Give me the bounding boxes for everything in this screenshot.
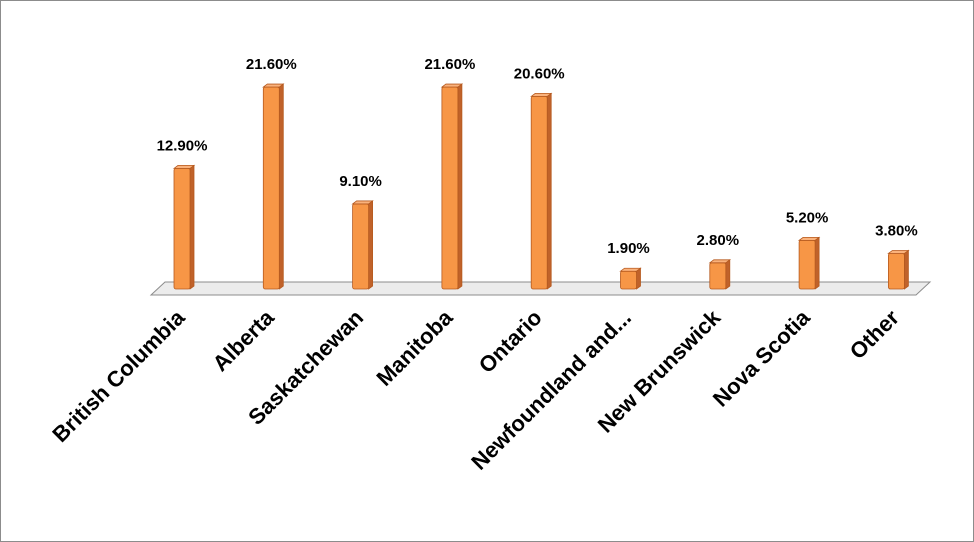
bar-top-face bbox=[172, 164, 196, 169]
bar-3 bbox=[351, 200, 374, 290]
bar-top-face bbox=[262, 83, 285, 88]
bar-top-face bbox=[440, 83, 464, 88]
data-labels-layer: 12.90% 21.60% 9.10% 21.60% 20.60% 1.90% 2.80% 5… bbox=[157, 56, 918, 257]
bar-9 bbox=[887, 249, 910, 290]
bar-front-face bbox=[530, 95, 548, 290]
bar-side-face bbox=[904, 249, 909, 290]
bar-front-face bbox=[888, 253, 905, 290]
bar-side-face bbox=[189, 164, 195, 290]
data-label: 20.60% bbox=[514, 65, 565, 82]
data-label: 2.80% bbox=[697, 232, 740, 249]
bar-side-face bbox=[457, 83, 463, 290]
bar-front-face bbox=[441, 86, 459, 290]
bar-top-face bbox=[887, 250, 910, 254]
data-label: 9.10% bbox=[339, 173, 382, 190]
category-label: British Columbia bbox=[47, 304, 190, 447]
bar-5 bbox=[530, 92, 553, 290]
bar-top-face bbox=[708, 259, 731, 264]
bar-front-face bbox=[620, 270, 637, 290]
bar-top-face bbox=[351, 200, 374, 205]
bar-front-face bbox=[262, 86, 280, 290]
bar-8 bbox=[797, 236, 821, 290]
bar-front-face bbox=[798, 239, 816, 290]
bar-side-face bbox=[636, 267, 641, 290]
data-label: 12.90% bbox=[157, 137, 208, 154]
bar-top-face bbox=[530, 92, 553, 97]
data-label: 1.90% bbox=[607, 240, 650, 257]
bar-front-face bbox=[709, 262, 727, 290]
bar-2 bbox=[262, 83, 285, 290]
data-label: 5.20% bbox=[786, 209, 829, 226]
data-label: 3.80% bbox=[875, 222, 918, 239]
bar-4 bbox=[440, 83, 464, 290]
bar-top-face bbox=[797, 236, 821, 241]
bar-front-face bbox=[173, 167, 191, 290]
bar-side-face bbox=[546, 92, 552, 290]
category-label: Newfoundland and... bbox=[466, 305, 636, 475]
bar-side-face bbox=[278, 83, 284, 290]
category-label: Ontario bbox=[474, 305, 547, 378]
bars-layer bbox=[172, 83, 910, 290]
bar-top-face bbox=[619, 267, 642, 272]
bar-1 bbox=[172, 164, 196, 290]
bar-7 bbox=[708, 259, 731, 290]
category-label: Other bbox=[845, 305, 904, 364]
bar-side-face bbox=[725, 259, 731, 290]
category-label: Alberta bbox=[208, 304, 280, 376]
data-label: 21.60% bbox=[424, 56, 475, 73]
bar-side-face bbox=[368, 200, 373, 290]
data-label: 21.60% bbox=[246, 56, 297, 73]
bar-side-face bbox=[814, 236, 820, 290]
category-label: Nova Scotia bbox=[708, 304, 815, 411]
category-label: Manitoba bbox=[371, 304, 457, 390]
bar-6 bbox=[619, 267, 642, 290]
bar-front-face bbox=[352, 203, 370, 290]
